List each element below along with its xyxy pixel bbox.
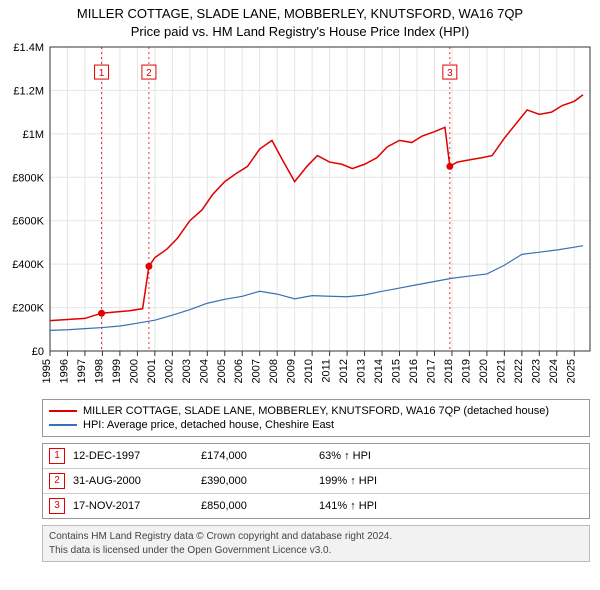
svg-text:2005: 2005 (216, 359, 228, 383)
svg-text:£400K: £400K (12, 259, 44, 271)
svg-text:1997: 1997 (76, 359, 88, 383)
legend: MILLER COTTAGE, SLADE LANE, MOBBERLEY, K… (42, 399, 590, 437)
title-block: MILLER COTTAGE, SLADE LANE, MOBBERLEY, K… (0, 0, 600, 41)
svg-text:1995: 1995 (41, 359, 53, 383)
event-badge: 3 (49, 498, 65, 514)
event-date: 31-AUG-2000 (73, 475, 193, 487)
legend-label: HPI: Average price, detached house, Ches… (83, 419, 334, 431)
svg-text:2019: 2019 (460, 359, 472, 383)
event-pct: 63% ↑ HPI (319, 450, 429, 462)
svg-text:3: 3 (447, 68, 453, 79)
svg-text:2014: 2014 (373, 359, 385, 383)
svg-text:2021: 2021 (495, 359, 507, 383)
svg-text:2009: 2009 (286, 359, 298, 383)
footer-line-2: This data is licensed under the Open Gov… (49, 544, 583, 558)
chart: £0 £200K £400K £600K £800K £1M £1.2M £1.4M 1995 1… (0, 41, 600, 391)
svg-text:£0: £0 (32, 346, 44, 358)
event-row: 3 17-NOV-2017 £850,000 141% ↑ HPI (43, 493, 589, 518)
svg-text:2020: 2020 (478, 359, 490, 383)
svg-text:£1M: £1M (23, 129, 44, 141)
event-price: £850,000 (201, 500, 311, 512)
svg-text:2024: 2024 (548, 359, 560, 383)
svg-text:2002: 2002 (163, 359, 175, 383)
svg-text:2018: 2018 (443, 359, 455, 383)
event-date: 12-DEC-1997 (73, 450, 193, 462)
svg-text:1999: 1999 (111, 359, 123, 383)
footer: Contains HM Land Registry data © Crown c… (42, 525, 590, 562)
svg-text:2000: 2000 (128, 359, 140, 383)
events-table: 1 12-DEC-1997 £174,000 63% ↑ HPI 2 31-AUG-200… (42, 443, 590, 519)
svg-text:2023: 2023 (530, 359, 542, 383)
svg-text:£200K: £200K (12, 303, 44, 315)
event-date: 17-NOV-2017 (73, 500, 193, 512)
chart-subtitle: Price paid vs. HM Land Registry's House … (4, 24, 596, 39)
event-badge: 2 (49, 473, 65, 489)
svg-text:2016: 2016 (408, 359, 420, 383)
legend-item: HPI: Average price, detached house, Ches… (49, 418, 583, 432)
svg-text:2008: 2008 (268, 359, 280, 383)
event-price: £390,000 (201, 475, 311, 487)
svg-text:1998: 1998 (93, 359, 105, 383)
svg-text:2011: 2011 (321, 359, 333, 383)
chart-title: MILLER COTTAGE, SLADE LANE, MOBBERLEY, K… (4, 6, 596, 21)
svg-text:2022: 2022 (513, 359, 525, 383)
svg-text:2015: 2015 (391, 359, 403, 383)
svg-text:2007: 2007 (251, 359, 263, 383)
svg-text:2012: 2012 (338, 359, 350, 383)
svg-text:£600K: £600K (12, 216, 44, 228)
svg-text:1996: 1996 (58, 359, 70, 383)
legend-swatch (49, 410, 77, 412)
svg-text:1: 1 (99, 68, 105, 79)
svg-text:2025: 2025 (565, 359, 577, 383)
event-badge: 1 (49, 448, 65, 464)
svg-text:£1.4M: £1.4M (13, 42, 44, 54)
svg-text:2003: 2003 (181, 359, 193, 383)
footer-line-1: Contains HM Land Registry data © Crown c… (49, 530, 583, 544)
svg-text:2010: 2010 (303, 359, 315, 383)
svg-text:2013: 2013 (356, 359, 368, 383)
chart-svg: £0 £200K £400K £600K £800K £1M £1.2M £1.4M 1995 1… (0, 41, 600, 391)
svg-text:2: 2 (146, 68, 152, 79)
svg-text:2017: 2017 (425, 359, 437, 383)
event-row: 2 31-AUG-2000 £390,000 199% ↑ HPI (43, 468, 589, 493)
svg-text:2001: 2001 (146, 359, 158, 383)
event-pct: 199% ↑ HPI (319, 475, 429, 487)
svg-text:£1.2M: £1.2M (13, 85, 44, 97)
svg-text:2006: 2006 (233, 359, 245, 383)
legend-label: MILLER COTTAGE, SLADE LANE, MOBBERLEY, K… (83, 405, 549, 417)
event-row: 1 12-DEC-1997 £174,000 63% ↑ HPI (43, 444, 589, 468)
event-price: £174,000 (201, 450, 311, 462)
legend-swatch (49, 424, 77, 426)
svg-text:2004: 2004 (198, 359, 210, 383)
legend-item: MILLER COTTAGE, SLADE LANE, MOBBERLEY, K… (49, 404, 583, 418)
event-pct: 141% ↑ HPI (319, 500, 429, 512)
svg-text:£800K: £800K (12, 172, 44, 184)
